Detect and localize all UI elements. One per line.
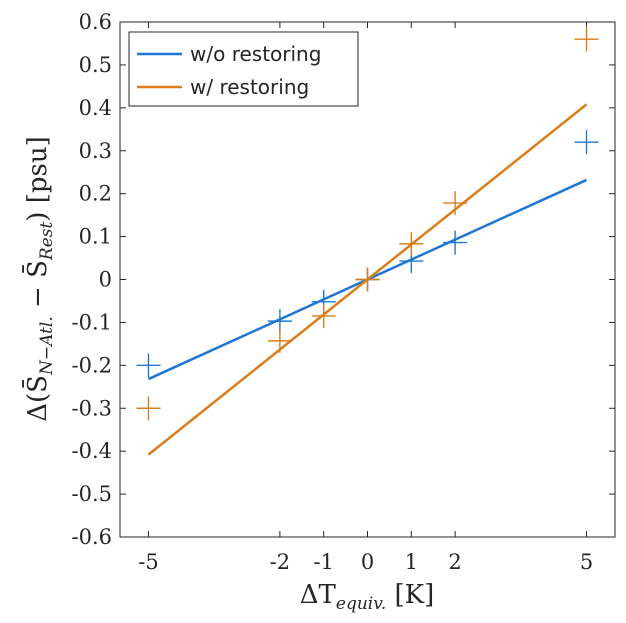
data-markers xyxy=(136,27,599,421)
x-axis-label-subscript: equiv. xyxy=(336,594,386,614)
data-point-series-0 xyxy=(574,130,599,155)
y-tick-label: -0.2 xyxy=(72,353,113,377)
x-tick-label: -5 xyxy=(138,550,158,574)
legend: w/o restoring w/ restoring xyxy=(128,31,359,107)
x-tick-label: 1 xyxy=(405,550,418,574)
x-axis-label-unit: [K] xyxy=(386,580,434,610)
legend-box xyxy=(128,31,359,107)
data-point-series-1 xyxy=(574,27,599,52)
data-point-series-1 xyxy=(399,231,424,256)
y-tick-label: 0.6 xyxy=(79,10,112,34)
x-tick-label: -1 xyxy=(313,550,333,574)
x-tick-label: -2 xyxy=(270,550,290,574)
data-point-series-1 xyxy=(311,303,336,328)
y-tick-label: -0.4 xyxy=(72,439,113,463)
data-point-series-1 xyxy=(355,267,380,292)
y-axis-label-unit: ) [psu] xyxy=(23,136,53,221)
y-tick-label: 0.4 xyxy=(79,96,112,120)
y-tick-label: -0.6 xyxy=(72,525,113,549)
data-point-series-1 xyxy=(267,328,292,353)
y-tick-label: 0.1 xyxy=(79,225,112,249)
y-axis-label: Δ(S̄N−Atl. − S̄Rest) [psu] xyxy=(21,136,57,422)
y-axis-label-subscript-1: N−Atl. xyxy=(37,316,57,376)
x-axis-label: ΔTequiv. [K] xyxy=(300,580,434,614)
y-tick-label: -0.1 xyxy=(72,310,113,334)
legend-label-w-restoring: w/ restoring xyxy=(190,75,309,99)
y-tick-label: -0.3 xyxy=(72,396,113,420)
y-tick-label: 0.5 xyxy=(79,53,112,77)
y-axis-ticks: -0.6 -0.5 -0.4 -0.3 -0.2 -0.1 0 0.1 0.2 0.3 0.4 0.5… xyxy=(72,10,615,549)
x-axis-label-main: ΔT xyxy=(300,580,337,610)
data-point-series-1 xyxy=(443,191,468,216)
y-tick-label: -0.5 xyxy=(72,482,113,506)
legend-label-w-o-restoring: w/o restoring xyxy=(190,42,321,66)
y-axis-label-mid: − S̄ xyxy=(21,260,53,316)
plot-frame xyxy=(119,21,616,538)
x-tick-label: 0 xyxy=(361,550,374,574)
x-axis-ticks: -5 -2 -1 0 1 2 5 xyxy=(138,22,593,574)
data-point-series-1 xyxy=(136,396,161,421)
x-tick-label: 5 xyxy=(580,550,593,574)
y-axis-label-subscript-2: Rest xyxy=(37,222,57,262)
x-tick-label: 2 xyxy=(448,550,461,574)
y-axis-label-main: Δ(S̄ xyxy=(21,375,53,422)
data-point-series-0 xyxy=(443,230,468,255)
y-tick-label: 0 xyxy=(99,268,112,292)
data-point-series-0 xyxy=(136,353,161,378)
y-tick-label: 0.3 xyxy=(79,139,112,163)
y-tick-label: 0.2 xyxy=(79,182,112,206)
